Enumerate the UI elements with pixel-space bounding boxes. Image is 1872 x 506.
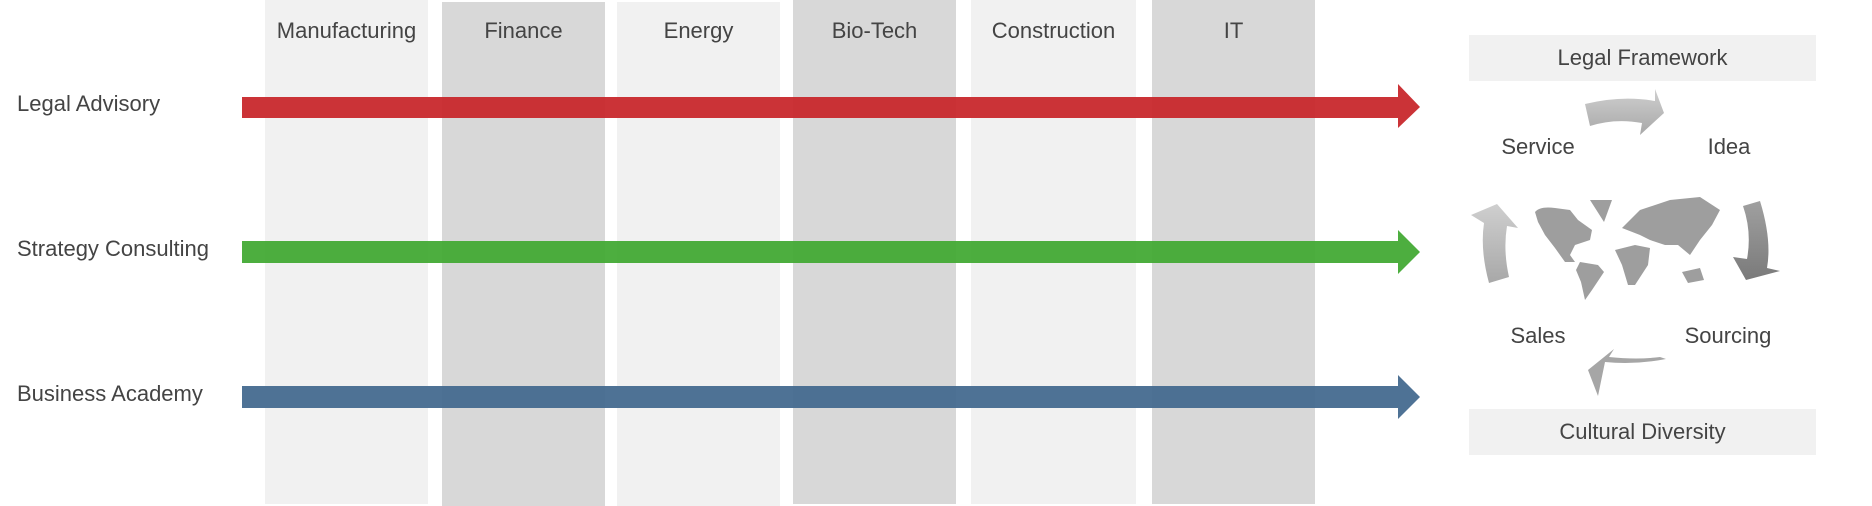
row-label-strategy-consulting: Strategy Consulting xyxy=(17,236,209,261)
row-label-business-academy: Business Academy xyxy=(17,381,203,406)
legal-framework-box: Legal Framework xyxy=(1469,35,1816,81)
cycle-step-service: Service xyxy=(1501,134,1575,159)
column-label: Bio-Tech xyxy=(831,18,918,43)
row-label-legal-advisory: Legal Advisory xyxy=(17,91,161,116)
cycle-arrow-bottom-icon xyxy=(1588,349,1666,396)
business-academy-arrow xyxy=(242,375,1420,419)
world-map-icon xyxy=(1535,197,1720,300)
column-label: IT xyxy=(1223,18,1244,43)
column-label: Finance xyxy=(484,18,563,43)
strategy-consulting-arrow xyxy=(242,230,1420,274)
column-label: Construction xyxy=(991,18,1116,43)
legal-advisory-arrow xyxy=(242,84,1420,128)
cycle-step-sourcing: Sourcing xyxy=(1684,323,1772,348)
cycle-arrow-top-icon xyxy=(1585,89,1664,135)
cultural-diversity-box: Cultural Diversity xyxy=(1469,409,1816,455)
cycle-step-idea: Idea xyxy=(1707,134,1751,159)
cycle-step-sales: Sales xyxy=(1510,323,1566,348)
cycle-arrow-right-icon xyxy=(1733,201,1780,280)
column-label: Energy xyxy=(663,18,734,43)
cycle-arrow-left-icon xyxy=(1471,204,1518,283)
column-label: Manufacturing xyxy=(276,18,417,43)
